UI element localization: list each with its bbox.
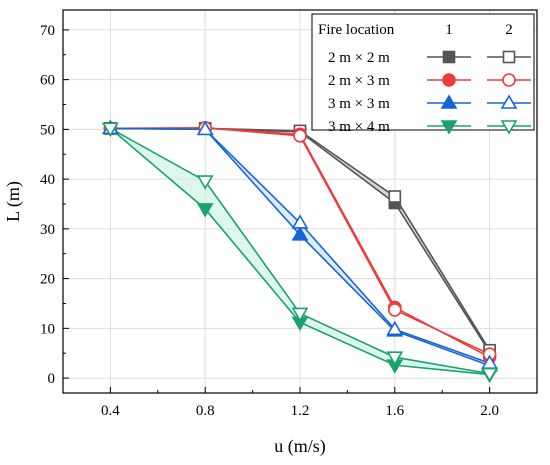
y-tick-label: 50 [40, 122, 55, 138]
series-2-point-location-2 [291, 214, 309, 229]
legend-marker-location-2-3 [500, 120, 518, 135]
legend-marker-location-1-3 [440, 120, 458, 135]
legend-label-0: 2 m × 2 m [328, 50, 390, 66]
y-tick-label: 20 [40, 272, 55, 288]
series-2-point-location-2 [196, 120, 214, 136]
y-tick-label: 30 [40, 222, 55, 238]
y-tick-label: 0 [48, 371, 56, 387]
legend-marker-location-2-0 [502, 50, 516, 64]
series-0-point-location-2 [388, 190, 402, 203]
legend-label-3: 3 m × 4 m [328, 119, 390, 135]
y-tick-label: 10 [40, 321, 55, 337]
x-tick-label: 2.0 [480, 403, 499, 419]
series-bands [110, 127, 490, 375]
y-tick-label: 70 [40, 23, 55, 39]
series-3-band [110, 128, 490, 375]
series-3-point-location-1 [196, 203, 214, 218]
series-3-point-location-2 [386, 351, 404, 366]
series-3-point-location-2 [196, 175, 214, 190]
series-2-point-location-2 [386, 320, 404, 336]
legend-label-2: 3 m × 3 m [328, 96, 390, 112]
legend-col2-label: 2 [505, 22, 513, 38]
series-3-point-location-2 [102, 122, 119, 137]
x-axis-label: u (m/s) [274, 436, 326, 457]
series-markers [102, 119, 498, 384]
legend-box [311, 13, 535, 131]
x-tick-label: 1.6 [385, 403, 404, 419]
legend: Fire location 1 2 2 m × 2 m 2 m × 3 m 3 m … [311, 13, 535, 135]
series-3-point-location-2 [481, 367, 498, 383]
legend-marker-location-1-2 [440, 94, 458, 109]
series-3-point-location-2 [291, 307, 309, 323]
x-tick-label: 1.2 [291, 403, 310, 419]
x-tick-label: 0.4 [101, 403, 120, 419]
legend-col1-label: 1 [445, 22, 453, 38]
y-tick-label: 40 [40, 172, 55, 188]
y-axis-label: L (m) [3, 181, 24, 222]
series-1-point-location-2 [293, 129, 307, 143]
legend-marker-location-1-1 [442, 73, 456, 87]
x-tick-label: 0.8 [196, 403, 215, 419]
legend-label-1: 2 m × 3 m [328, 73, 390, 89]
legend-marker-location-2-1 [502, 73, 516, 87]
axis-ticks: 0.4 0.8 1.2 1.6 2.0 0 10 20 30 40 50 60 70 [40, 23, 499, 419]
series-2-point-location-1 [291, 226, 309, 241]
legend-rows: 2 m × 2 m 2 m × 3 m 3 m × 3 m 3 m × 4 m [328, 50, 531, 135]
legend-marker-location-1-0 [442, 50, 456, 64]
series-1-point-location-2 [387, 303, 402, 317]
legend-marker-location-2-2 [500, 94, 518, 109]
legend-header: Fire location [318, 22, 395, 38]
y-tick-label: 60 [40, 73, 55, 89]
